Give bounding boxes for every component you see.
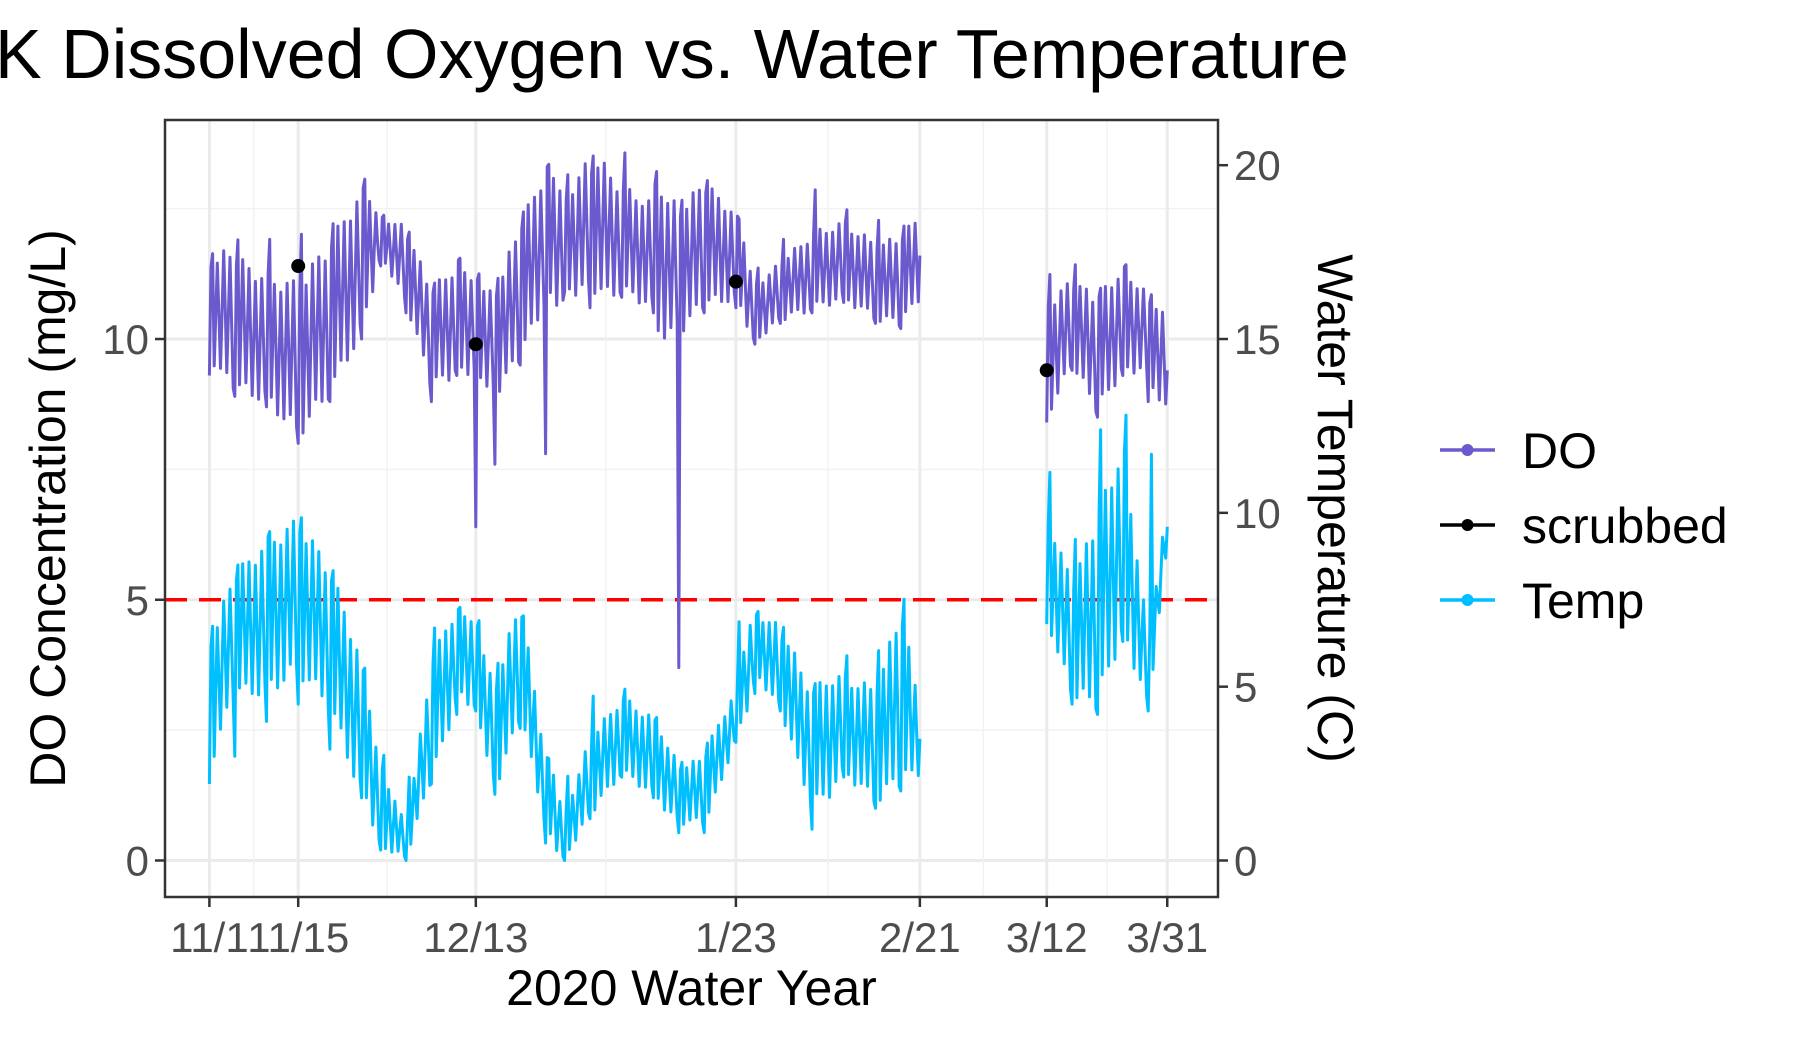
x-axis-title: 2020 Water Year	[506, 960, 877, 1016]
legend-label: DO	[1522, 423, 1597, 479]
series-line-temp	[207, 516, 922, 862]
legend-label: Temp	[1522, 573, 1644, 629]
plot-panel-border	[163, 118, 1220, 899]
legend-point-do	[1461, 444, 1474, 456]
legend-point-scrubbed	[1461, 519, 1474, 531]
y-tick-label: 5	[126, 577, 149, 624]
y2-tick-label: 5	[1234, 664, 1257, 711]
scrubbed-point	[728, 274, 743, 289]
x-tick-label: 12/13	[423, 914, 528, 961]
scrubbed-point	[1039, 363, 1054, 378]
scrubbed-point	[291, 259, 306, 274]
axes: 0 5 10 0 5 10 15 20 11/111/15 12/13 1/23 2/21 3/12 3/…	[102, 142, 1280, 961]
y-tick-label: 0	[126, 837, 149, 884]
series-line-do	[1045, 263, 1169, 423]
legend: DO scrubbed Temp	[1440, 423, 1728, 629]
legend-label: scrubbed	[1522, 498, 1728, 554]
scrubbed-point	[468, 337, 483, 352]
y2-tick-label: 20	[1234, 142, 1281, 189]
series-layer	[207, 151, 1169, 862]
y2-tick-label: 10	[1234, 490, 1281, 537]
y2-tick-label: 0	[1234, 837, 1257, 884]
x-tick-label: 11/1	[170, 914, 249, 961]
x-tick-label: 1/23	[695, 914, 777, 961]
x-tick-label: 11/15	[247, 914, 349, 961]
series-line-do	[207, 151, 922, 670]
x-tick-label: 3/12	[1006, 914, 1088, 961]
x-tick-label: 2/21	[879, 914, 961, 961]
x-tick-label: 3/31	[1126, 914, 1208, 961]
y-axis-title: DO Concentration (mg/L)	[20, 229, 76, 788]
y2-axis-title: Water Temperature (C)	[1307, 254, 1363, 762]
series-line-temp	[1045, 413, 1169, 716]
legend-point-temp	[1461, 594, 1474, 606]
y-tick-label: 10	[102, 316, 149, 363]
y2-tick-label: 15	[1234, 316, 1281, 363]
chart-title: K Dissolved Oxygen vs. Water Temperature	[0, 15, 1349, 93]
